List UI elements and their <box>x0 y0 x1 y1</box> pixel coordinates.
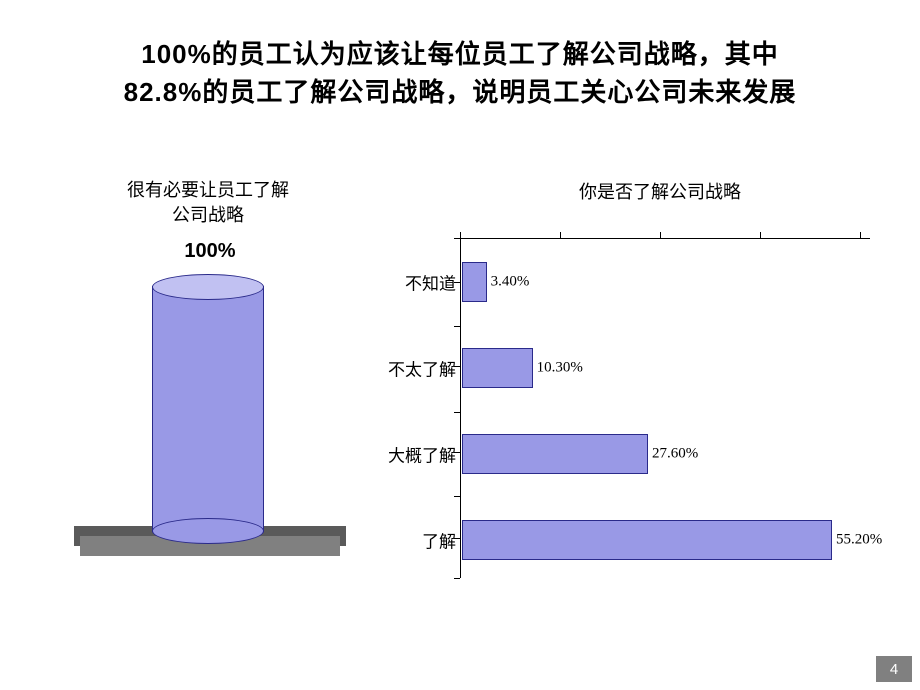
bar-value-label: 55.20% <box>836 532 882 549</box>
cylinder-top <box>152 274 264 300</box>
slide-title: 100%的员工认为应该让每位员工了解公司战略，其中 82.8%的员工了解公司战略… <box>0 36 920 111</box>
bar-chart: 不知道3.40% 不太了解10.30% 大概了解27.60% 了解55.20% <box>380 218 890 598</box>
bar <box>462 434 648 474</box>
x-tick <box>860 232 861 238</box>
bar-category-label: 不太了解 <box>360 356 456 381</box>
y-tick <box>454 412 460 413</box>
bar-value-label: 10.30% <box>537 360 583 377</box>
x-axis <box>460 238 870 239</box>
bar <box>462 262 487 302</box>
y-tick <box>454 326 460 327</box>
bar-category-label: 不知道 <box>360 270 456 295</box>
title-line-1: 100%的员工认为应该让每位员工了解公司战略，其中 <box>141 39 779 69</box>
bar-category-label: 了解 <box>360 528 456 553</box>
title-line-2: 82.8%的员工了解公司战略，说明员工关心公司未来发展 <box>124 77 797 107</box>
bar-value-label: 3.40% <box>491 274 530 291</box>
cylinder-bottom <box>152 518 264 544</box>
cylinder-value-label: 100% <box>80 240 340 263</box>
bar-row: 不太了解10.30% <box>380 346 890 390</box>
page-number: 4 <box>876 656 912 682</box>
cylinder-body <box>152 286 264 532</box>
x-tick <box>460 232 461 238</box>
right-chart-subtitle: 你是否了解公司战略 <box>460 178 860 204</box>
bar <box>462 520 832 560</box>
x-tick <box>660 232 661 238</box>
bar-row: 了解55.20% <box>380 518 890 562</box>
bar-value-label: 27.60% <box>652 446 698 463</box>
x-tick <box>760 232 761 238</box>
cylinder-chart: 100% <box>80 240 340 590</box>
bar-row: 大概了解27.60% <box>380 432 890 476</box>
x-tick <box>560 232 561 238</box>
bar-row: 不知道3.40% <box>380 260 890 304</box>
left-chart-subtitle: 很有必要让员工了解 公司战略 <box>78 178 338 228</box>
bar <box>462 348 533 388</box>
bar-category-label: 大概了解 <box>360 442 456 467</box>
y-tick <box>454 578 460 579</box>
y-tick <box>454 238 460 239</box>
cylinder-body-group <box>152 274 262 544</box>
y-tick <box>454 496 460 497</box>
